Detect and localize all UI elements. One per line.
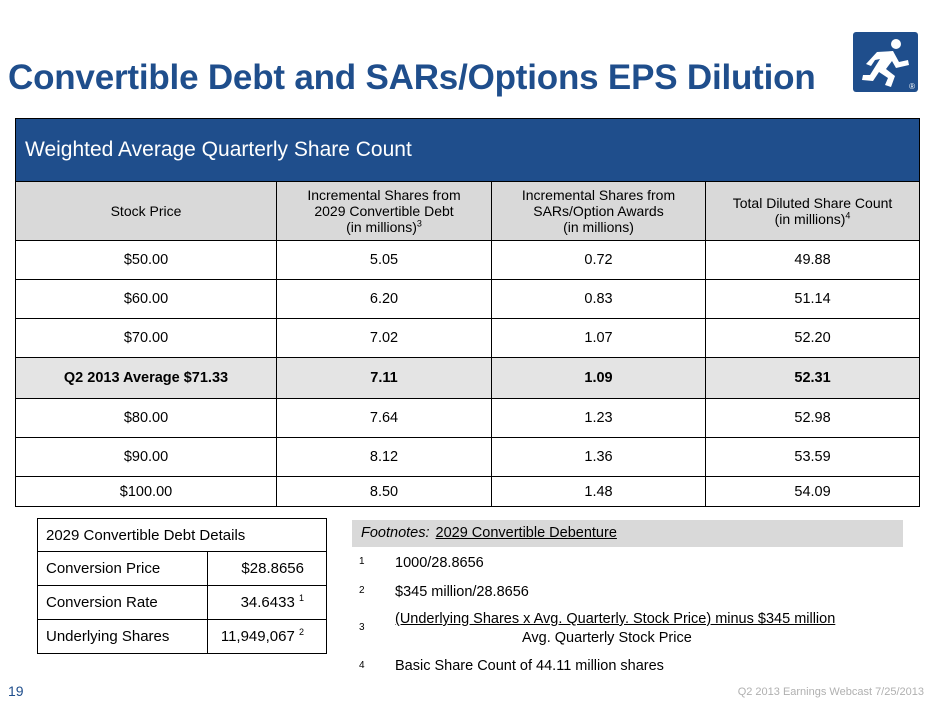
table-header-row: Stock Price Incremental Shares from 2029 C…: [15, 181, 921, 241]
footnotes-subtitle: 2029 Convertible Debenture: [435, 525, 617, 541]
table-row: $90.00 8.12 1.36 53.59: [15, 437, 921, 477]
footnote-ref: 1: [298, 593, 304, 603]
table-cell: 1.07: [491, 318, 706, 358]
page-title: Convertible Debt and SARs/Options EPS Di…: [8, 58, 816, 97]
details-row: Underlying Shares 11,949,067 2: [37, 619, 327, 654]
table-cell: $50.00: [15, 240, 277, 280]
table-cell: 7.11: [276, 357, 492, 399]
table-cell: 53.59: [704, 437, 921, 477]
footnote-ref: 2: [298, 627, 304, 637]
table-cell: 52.98: [704, 398, 921, 438]
table-cell: 1.23: [491, 398, 706, 438]
table-cell: 0.83: [491, 279, 706, 319]
footnotes-bar: Footnotes: 2029 Convertible Debenture: [352, 520, 903, 547]
details-value-cell: $28.8656: [207, 551, 327, 586]
running-man-icon: [862, 39, 909, 87]
table-cell: 0.72: [491, 240, 706, 280]
table-cell: $100.00: [15, 476, 277, 507]
table-cell: 52.31: [704, 357, 921, 399]
details-value: 11,949,067: [220, 628, 295, 645]
share-count-table: Weighted Average Quarterly Share Count S…: [14, 118, 921, 507]
table-cell: 1.09: [491, 357, 706, 399]
table-cell: $70.00: [15, 318, 277, 358]
table-banner-row: Weighted Average Quarterly Share Count: [14, 118, 921, 182]
footnote-number: 4: [359, 660, 365, 671]
table-cell: 51.14: [704, 279, 921, 319]
column-header-line: 2029 Convertible Debt: [314, 203, 454, 219]
column-header-line: (in millions): [563, 219, 634, 235]
convertible-debt-details-table: 2029 Convertible Debt Details Conversion…: [37, 518, 327, 654]
column-header: Incremental Shares from 2029 Convertible …: [276, 181, 492, 241]
table-row: $50.00 5.05 0.72 49.88: [15, 240, 921, 280]
details-row: Conversion Rate 34.6433 1: [37, 585, 327, 620]
registered-mark: ®: [909, 82, 915, 91]
footnote-number: 3: [359, 622, 365, 633]
table-cell: 49.88: [704, 240, 921, 280]
table-cell: 54.09: [704, 476, 921, 507]
table-cell: 6.20: [276, 279, 492, 319]
page-number: 19: [8, 683, 24, 699]
footnote-2: $345 million/28.8656: [395, 584, 529, 600]
table-banner: Weighted Average Quarterly Share Count: [14, 118, 921, 182]
table-cell: 52.20: [704, 318, 921, 358]
table-cell: 8.12: [276, 437, 492, 477]
footnote-4: Basic Share Count of 44.11 million share…: [395, 658, 664, 674]
footnote-ref: 4: [845, 210, 851, 221]
details-label: Conversion Rate: [37, 585, 208, 620]
column-header-line: Incremental Shares from: [521, 187, 676, 203]
details-value: $28.8656: [241, 560, 304, 577]
details-value-cell: 34.6433 1: [207, 585, 327, 620]
column-header-line: (in millions): [346, 219, 417, 235]
footer-text: Q2 2013 Earnings Webcast 7/25/2013: [737, 686, 924, 698]
footnote-3-denominator: Avg. Quarterly Stock Price: [522, 630, 692, 646]
table-cell: 1.36: [491, 437, 706, 477]
table-row: $100.00 8.50 1.48 54.09: [15, 476, 921, 507]
company-logo: ®: [853, 32, 918, 92]
table-row: $70.00 7.02 1.07 52.20: [15, 318, 921, 358]
details-header: 2029 Convertible Debt Details: [37, 518, 327, 552]
table-cell: 5.05: [276, 240, 492, 280]
details-value-cell: 11,949,067 2: [207, 619, 327, 654]
table-row: Q2 2013 Average $71.33 7.11 1.09 52.31: [15, 357, 921, 399]
footnote-number: 2: [359, 585, 365, 596]
column-header-line: Incremental Shares from: [307, 187, 461, 203]
table-cell: $90.00: [15, 437, 277, 477]
table-cell: Q2 2013 Average $71.33: [15, 357, 277, 399]
table-row: $60.00 6.20 0.83 51.14: [15, 279, 921, 319]
details-header-row: 2029 Convertible Debt Details: [37, 518, 327, 552]
column-header: Incremental Shares from SARs/Option Award…: [491, 181, 706, 241]
column-header: Stock Price: [15, 181, 277, 241]
footnote-ref: 3: [416, 218, 422, 229]
footnotes-label: Footnotes:: [361, 525, 430, 541]
table-cell: 7.64: [276, 398, 492, 438]
table-cell: 1.48: [491, 476, 706, 507]
details-label: Conversion Price: [37, 551, 208, 586]
details-label: Underlying Shares: [37, 619, 208, 654]
column-header: Total Diluted Share Count (in millions)4: [704, 181, 921, 241]
footnote-3-numerator: (Underlying Shares x Avg. Quarterly. Sto…: [395, 611, 836, 627]
column-header-line: (in millions): [774, 211, 846, 227]
column-header-line: Total Diluted Share Count: [732, 195, 893, 211]
column-header-line: Stock Price: [110, 203, 182, 219]
table-cell: 8.50: [276, 476, 492, 507]
table-cell: $60.00: [15, 279, 277, 319]
details-value: 34.6433: [240, 594, 295, 611]
column-header-line: SARs/Option Awards: [533, 203, 664, 219]
footnote-1: 1000/28.8656: [395, 555, 484, 571]
table-row: $80.00 7.64 1.23 52.98: [15, 398, 921, 438]
details-row: Conversion Price $28.8656: [37, 551, 327, 586]
table-cell: $80.00: [15, 398, 277, 438]
table-cell: 7.02: [276, 318, 492, 358]
footnote-number: 1: [359, 556, 365, 567]
